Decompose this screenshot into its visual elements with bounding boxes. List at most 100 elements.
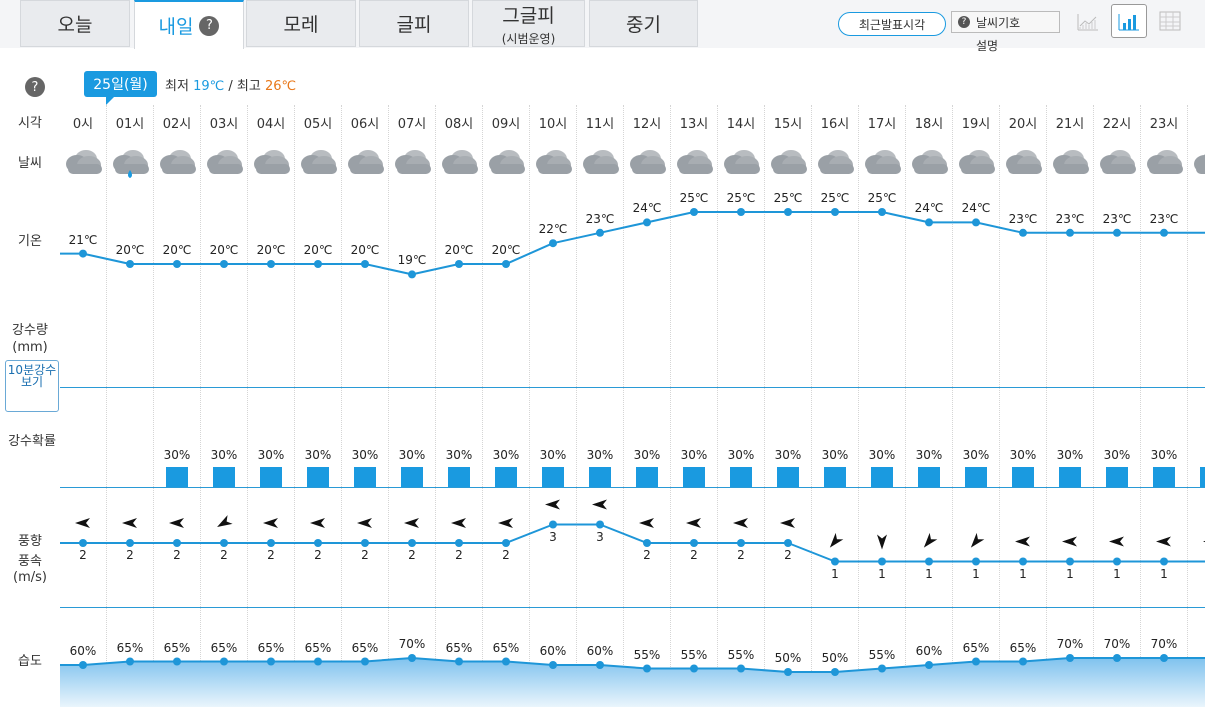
- humidity-point: [79, 661, 87, 669]
- humidity-label: 65%: [304, 640, 332, 655]
- grid-line: [717, 105, 718, 707]
- wind-direction-arrow: [357, 518, 372, 528]
- temperature-point: [690, 208, 698, 216]
- wind-direction-arrow: [263, 518, 278, 528]
- hour-label: 21시: [1055, 117, 1085, 132]
- temperature-point: [784, 208, 792, 216]
- precip-prob-bar: [448, 467, 470, 488]
- precip-prob-separator: [60, 487, 1205, 488]
- humidity-point: [455, 657, 463, 666]
- help-icon: ?: [958, 16, 970, 28]
- tab-4[interactable]: 그글피 (시범운영): [472, 0, 585, 47]
- wind-dir-row-label: 풍향: [18, 534, 42, 549]
- cloudy-icon: [395, 150, 431, 174]
- wind-direction-arrow: [1109, 536, 1124, 547]
- wind-speed-point: [126, 539, 134, 547]
- temperature-label: 20℃: [162, 243, 192, 257]
- humidity-point: [126, 657, 134, 666]
- bar-graph-view-button[interactable]: [1111, 4, 1147, 38]
- humidity-label: 60%: [586, 644, 614, 658]
- wind-speed-point: [972, 557, 980, 566]
- wind-speed-point: [361, 539, 369, 547]
- precip-prob-bar: [1106, 467, 1128, 488]
- temperature-line: [60, 211, 1205, 276]
- humidity-point: [267, 657, 275, 666]
- precip-row-label: 강수량: [12, 323, 48, 338]
- cloudy-icon: [348, 150, 384, 174]
- wind-speed-row-label: 풍속: [18, 554, 42, 569]
- humidity-point: [1019, 657, 1027, 666]
- precip-prob-bar: [1012, 467, 1034, 488]
- tab-sublabel: (시범운영): [501, 31, 556, 46]
- cloudy-icon: [818, 150, 854, 174]
- precip-prob-label: 30%: [680, 448, 708, 462]
- grid-line: [670, 105, 671, 707]
- precip-prob-bar: [401, 467, 423, 488]
- precip-prob-label: 30%: [445, 448, 473, 462]
- grid-line: [1093, 105, 1094, 707]
- weather-symbol-label: 날씨기호: [976, 15, 1021, 30]
- precip-prob-label: 30%: [398, 448, 426, 462]
- cloudy-icon: [912, 150, 948, 174]
- tab-2[interactable]: 모레: [246, 0, 356, 47]
- wind-speed-point: [784, 539, 792, 547]
- wind-direction-arrow: [877, 534, 887, 550]
- weather-symbol-button[interactable]: ? 날씨기호: [951, 11, 1060, 33]
- hour-label: 0시: [72, 117, 94, 132]
- grid-line: [623, 105, 624, 707]
- hour-label: 02시: [162, 117, 192, 132]
- table-view-button[interactable]: [1152, 4, 1188, 38]
- temperature-point: [361, 260, 369, 268]
- line-graph-view-button[interactable]: [1070, 4, 1106, 38]
- precip-prob-bar: [260, 467, 282, 488]
- temperature-row-label: 기온: [18, 234, 42, 249]
- tab-5[interactable]: 중기: [589, 0, 698, 47]
- hour-label: 08시: [444, 117, 474, 132]
- temperature-point: [1066, 228, 1074, 237]
- precip-unit-label: (mm): [12, 340, 48, 355]
- tab-3[interactable]: 글피: [359, 0, 469, 47]
- temperature-point: [220, 260, 228, 268]
- temperature-label: 25℃: [773, 191, 803, 205]
- grid-line: [247, 105, 248, 707]
- hour-label: 07시: [397, 117, 427, 132]
- cloudy-icon: [207, 150, 243, 174]
- temperature-label: 21℃: [68, 232, 98, 247]
- precip-prob-label: 30%: [539, 448, 567, 462]
- wind-speed-label: 2: [79, 548, 87, 562]
- humidity-label: 70%: [1150, 637, 1178, 651]
- humidity-label: 65%: [962, 640, 990, 655]
- humidity-label: 55%: [633, 647, 661, 662]
- hour-label: 04시: [256, 117, 286, 132]
- cloudy-icon: [536, 150, 572, 174]
- wind-speed-label: 2: [267, 548, 275, 562]
- wind-speed-point: [455, 539, 463, 547]
- wind-speed-label: 1: [878, 566, 886, 581]
- humidity-point: [1113, 654, 1121, 662]
- cloudy-icon: [489, 150, 525, 174]
- temperature-point: [502, 260, 510, 268]
- hour-label: 20시: [1008, 117, 1038, 132]
- temperature-point: [173, 260, 181, 268]
- hour-label: 14시: [726, 117, 756, 132]
- ten-minute-precip-button[interactable]: 10분강수 보기: [5, 360, 59, 412]
- hour-label: 15시: [773, 117, 803, 132]
- help-icon[interactable]: ?: [199, 15, 220, 36]
- tab-0[interactable]: 오늘: [20, 0, 130, 47]
- tab-1[interactable]: 내일?: [134, 0, 244, 49]
- grid-line: [1187, 105, 1188, 707]
- hour-label: 10시: [538, 117, 568, 132]
- recent-announcement-button[interactable]: 최근발표시각: [838, 12, 946, 36]
- help-icon[interactable]: ?: [25, 77, 45, 97]
- wind-speed-point: [79, 539, 87, 547]
- wind-speed-label: 3: [549, 529, 557, 544]
- precip-prob-bar: [1200, 467, 1205, 488]
- grid-line: [435, 105, 436, 707]
- wind-separator: [60, 607, 1205, 608]
- hour-label: 12시: [632, 117, 662, 132]
- temperature-point: [314, 260, 322, 268]
- temperature-point: [549, 239, 557, 248]
- humidity-label: 60%: [69, 644, 97, 658]
- precip-prob-bar: [166, 467, 188, 488]
